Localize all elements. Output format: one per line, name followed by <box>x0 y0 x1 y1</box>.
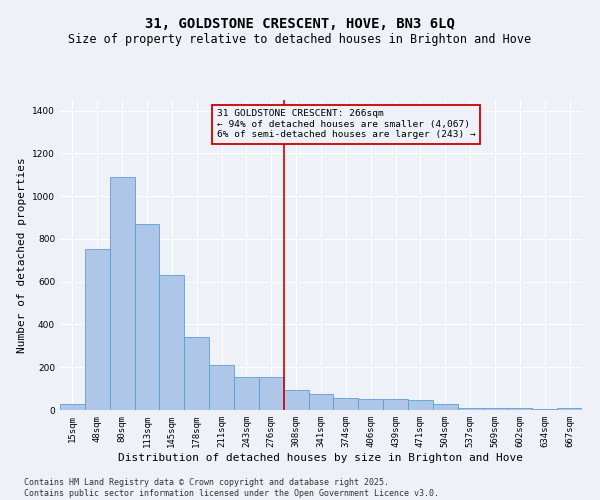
Bar <box>110 177 134 410</box>
Bar <box>358 400 383 410</box>
Bar <box>458 408 482 410</box>
Bar <box>60 404 85 410</box>
Bar <box>259 377 284 410</box>
Bar <box>482 408 508 410</box>
Bar <box>184 338 209 410</box>
Text: Contains HM Land Registry data © Crown copyright and database right 2025.
Contai: Contains HM Land Registry data © Crown c… <box>24 478 439 498</box>
Bar <box>408 400 433 410</box>
Text: 31, GOLDSTONE CRESCENT, HOVE, BN3 6LQ: 31, GOLDSTONE CRESCENT, HOVE, BN3 6LQ <box>145 18 455 32</box>
Bar <box>134 224 160 410</box>
Bar <box>532 409 557 410</box>
Bar <box>383 400 408 410</box>
Text: Size of property relative to detached houses in Brighton and Hove: Size of property relative to detached ho… <box>68 32 532 46</box>
Bar <box>160 276 184 410</box>
Bar <box>284 390 308 410</box>
X-axis label: Distribution of detached houses by size in Brighton and Hove: Distribution of detached houses by size … <box>119 452 523 462</box>
Bar <box>508 408 532 410</box>
Bar <box>308 394 334 410</box>
Bar <box>433 404 458 410</box>
Bar <box>557 408 582 410</box>
Y-axis label: Number of detached properties: Number of detached properties <box>17 157 26 353</box>
Bar <box>234 377 259 410</box>
Text: 31 GOLDSTONE CRESCENT: 266sqm
← 94% of detached houses are smaller (4,067)
6% of: 31 GOLDSTONE CRESCENT: 266sqm ← 94% of d… <box>217 110 475 139</box>
Bar <box>334 398 358 410</box>
Bar <box>209 365 234 410</box>
Bar <box>85 248 110 410</box>
